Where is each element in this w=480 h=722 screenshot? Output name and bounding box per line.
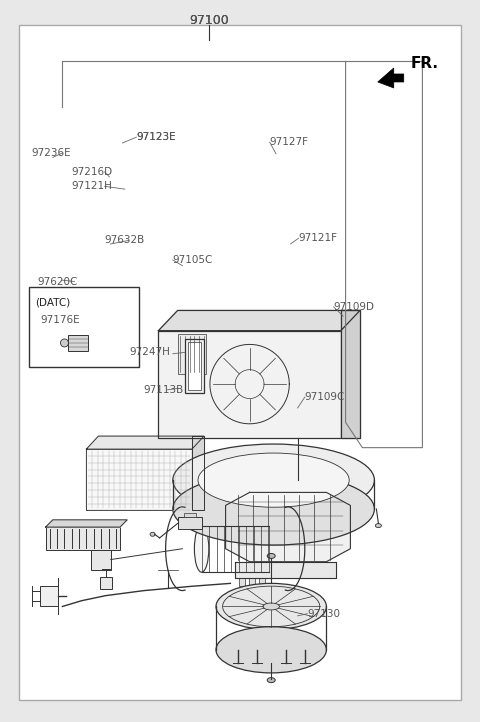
- Bar: [40, 586, 58, 606]
- Ellipse shape: [198, 453, 349, 508]
- Text: 97109D: 97109D: [334, 302, 374, 312]
- Text: 97632B: 97632B: [105, 235, 145, 245]
- Text: 97127F: 97127F: [270, 137, 309, 147]
- Text: 97123E: 97123E: [136, 132, 176, 142]
- Ellipse shape: [150, 532, 155, 536]
- Polygon shape: [341, 310, 360, 438]
- Text: 97109C: 97109C: [305, 392, 345, 402]
- Bar: [188, 342, 201, 391]
- Ellipse shape: [267, 554, 275, 558]
- Ellipse shape: [267, 678, 275, 682]
- Bar: [185, 339, 204, 393]
- Ellipse shape: [375, 523, 382, 528]
- Text: 97105C: 97105C: [173, 255, 213, 265]
- Ellipse shape: [173, 444, 374, 516]
- Text: (DATC): (DATC): [35, 297, 70, 308]
- Bar: [100, 578, 111, 589]
- Bar: [86, 449, 192, 510]
- Polygon shape: [235, 562, 336, 578]
- Text: 97620C: 97620C: [37, 277, 78, 287]
- Polygon shape: [86, 436, 204, 449]
- Bar: [184, 513, 196, 518]
- Text: 97113B: 97113B: [143, 385, 183, 395]
- Polygon shape: [378, 68, 404, 88]
- Text: 97123E: 97123E: [136, 132, 176, 142]
- Text: 97100: 97100: [189, 14, 228, 27]
- Ellipse shape: [263, 603, 279, 610]
- Polygon shape: [226, 492, 350, 562]
- Text: 97247H: 97247H: [130, 347, 170, 357]
- Bar: [240, 578, 245, 586]
- Polygon shape: [192, 436, 204, 510]
- Text: 97176E: 97176E: [41, 315, 81, 325]
- Bar: [178, 334, 206, 374]
- Ellipse shape: [194, 526, 209, 572]
- Text: 97216D: 97216D: [71, 167, 112, 177]
- Ellipse shape: [60, 339, 69, 347]
- Ellipse shape: [262, 526, 276, 572]
- Text: FR.: FR.: [410, 56, 438, 71]
- Ellipse shape: [216, 583, 326, 630]
- Ellipse shape: [216, 627, 326, 673]
- Polygon shape: [46, 520, 127, 527]
- Bar: [178, 518, 202, 529]
- Bar: [69, 335, 88, 351]
- Polygon shape: [158, 310, 360, 331]
- Text: 97121F: 97121F: [299, 233, 337, 243]
- Text: 97121H: 97121H: [71, 181, 112, 191]
- Text: 97100: 97100: [189, 14, 228, 27]
- Bar: [158, 331, 341, 438]
- Bar: [249, 578, 255, 586]
- Bar: [29, 287, 139, 367]
- Bar: [46, 527, 120, 550]
- Text: 97130: 97130: [307, 609, 340, 619]
- Bar: [91, 549, 111, 570]
- Bar: [259, 578, 264, 586]
- Text: 97236E: 97236E: [31, 148, 71, 158]
- Ellipse shape: [173, 473, 374, 545]
- Ellipse shape: [306, 491, 333, 520]
